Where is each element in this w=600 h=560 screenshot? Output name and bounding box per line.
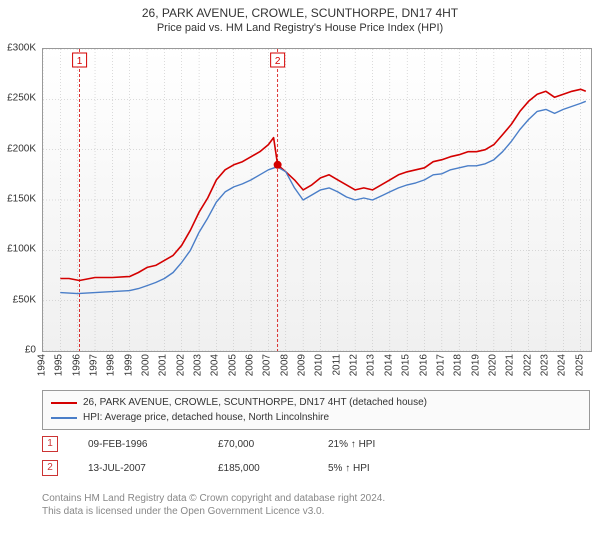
x-tick-label: 1998 bbox=[106, 354, 117, 376]
legend-label: 26, PARK AVENUE, CROWLE, SCUNTHORPE, DN1… bbox=[83, 395, 427, 410]
x-tick-label: 2018 bbox=[453, 354, 464, 376]
legend-swatch bbox=[51, 402, 77, 404]
chart-subtitle: Price paid vs. HM Land Registry's House … bbox=[0, 20, 600, 38]
x-tick-label: 2020 bbox=[487, 354, 498, 376]
footer-line-2: This data is licensed under the Open Gov… bbox=[42, 505, 385, 518]
x-tick-label: 2009 bbox=[297, 354, 308, 376]
sale-price: £70,000 bbox=[218, 439, 328, 450]
footer-line-1: Contains HM Land Registry data © Crown c… bbox=[42, 492, 385, 505]
sale-row: 2 13-JUL-2007£185,0005% ↑ HPI bbox=[42, 460, 590, 476]
sale-delta: 21% ↑ HPI bbox=[328, 439, 375, 450]
footer-attribution: Contains HM Land Registry data © Crown c… bbox=[42, 492, 385, 518]
sale-price: £185,000 bbox=[218, 463, 328, 474]
x-tick-label: 2007 bbox=[262, 354, 273, 376]
sale-date: 13-JUL-2007 bbox=[88, 463, 218, 474]
x-tick-label: 2024 bbox=[557, 354, 568, 376]
legend-label: HPI: Average price, detached house, Nort… bbox=[83, 410, 329, 425]
y-tick-label: £250K bbox=[7, 93, 36, 104]
x-tick-label: 2002 bbox=[175, 354, 186, 376]
chart-title: 26, PARK AVENUE, CROWLE, SCUNTHORPE, DN1… bbox=[0, 0, 600, 20]
plot-area: 12 bbox=[42, 48, 592, 352]
x-tick-label: 2006 bbox=[245, 354, 256, 376]
x-tick-label: 2010 bbox=[314, 354, 325, 376]
legend-swatch bbox=[51, 417, 77, 419]
sale-date: 09-FEB-1996 bbox=[88, 439, 218, 450]
x-tick-label: 1994 bbox=[37, 354, 48, 376]
x-tick-label: 2005 bbox=[227, 354, 238, 376]
legend-item: HPI: Average price, detached house, Nort… bbox=[51, 410, 581, 425]
y-tick-label: £300K bbox=[7, 43, 36, 54]
x-tick-label: 2016 bbox=[418, 354, 429, 376]
x-tick-label: 2014 bbox=[383, 354, 394, 376]
x-tick-label: 2011 bbox=[331, 354, 342, 376]
chart-svg: 12 bbox=[43, 49, 591, 351]
x-tick-label: 2008 bbox=[279, 354, 290, 376]
x-tick-label: 2001 bbox=[158, 354, 169, 376]
x-tick-label: 2022 bbox=[522, 354, 533, 376]
x-tick-label: 2003 bbox=[193, 354, 204, 376]
y-tick-label: £0 bbox=[25, 345, 36, 356]
sale-marker-icon: 1 bbox=[42, 436, 58, 452]
x-tick-label: 1999 bbox=[123, 354, 134, 376]
x-tick-label: 2019 bbox=[470, 354, 481, 376]
svg-text:1: 1 bbox=[77, 56, 83, 67]
y-tick-label: £150K bbox=[7, 194, 36, 205]
x-tick-label: 2004 bbox=[210, 354, 221, 376]
x-tick-label: 2021 bbox=[505, 354, 516, 376]
x-tick-label: 2013 bbox=[366, 354, 377, 376]
y-tick-label: £100K bbox=[7, 244, 36, 255]
y-axis-labels: £0£50K£100K£150K£200K£250K£300K bbox=[0, 48, 40, 350]
x-tick-label: 2015 bbox=[401, 354, 412, 376]
legend: 26, PARK AVENUE, CROWLE, SCUNTHORPE, DN1… bbox=[42, 390, 590, 430]
y-tick-label: £200K bbox=[7, 143, 36, 154]
chart-container: 26, PARK AVENUE, CROWLE, SCUNTHORPE, DN1… bbox=[0, 0, 600, 560]
svg-text:2: 2 bbox=[275, 56, 281, 67]
x-tick-label: 1996 bbox=[71, 354, 82, 376]
x-tick-label: 2023 bbox=[539, 354, 550, 376]
sale-delta: 5% ↑ HPI bbox=[328, 463, 370, 474]
y-tick-label: £50K bbox=[13, 294, 36, 305]
legend-item: 26, PARK AVENUE, CROWLE, SCUNTHORPE, DN1… bbox=[51, 395, 581, 410]
sale-marker-icon: 2 bbox=[42, 460, 58, 476]
x-tick-label: 2025 bbox=[574, 354, 585, 376]
sale-row: 1 09-FEB-1996£70,00021% ↑ HPI bbox=[42, 436, 590, 452]
x-tick-label: 2000 bbox=[141, 354, 152, 376]
x-tick-label: 2017 bbox=[435, 354, 446, 376]
x-tick-label: 2012 bbox=[349, 354, 360, 376]
x-axis-labels: 1994199519961997199819992000200120022003… bbox=[42, 354, 590, 394]
x-tick-label: 1995 bbox=[54, 354, 65, 376]
x-tick-label: 1997 bbox=[89, 354, 100, 376]
